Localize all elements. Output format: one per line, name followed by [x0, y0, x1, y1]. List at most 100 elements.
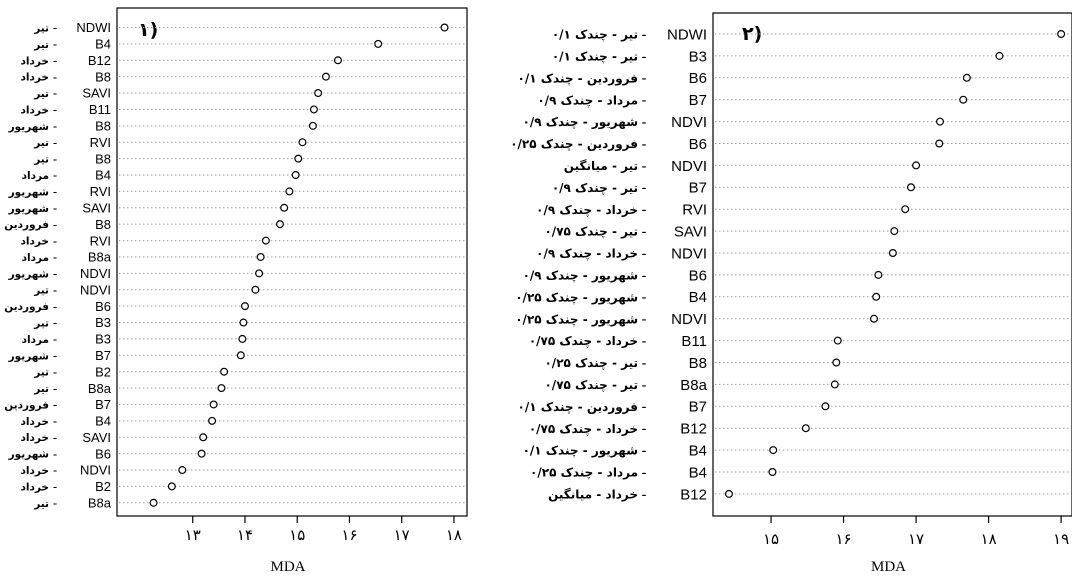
label-dash: -: [642, 399, 647, 416]
date-label: شهریور: [8, 186, 49, 198]
label-dash: -: [642, 333, 647, 350]
data-point: [374, 39, 383, 48]
variable-label: NDVI: [80, 463, 111, 478]
variable-label: B2: [95, 479, 111, 494]
date-label: فروردین - چندک ۰/۱: [518, 400, 638, 415]
data-point: [801, 424, 810, 433]
label-dash: -: [53, 184, 57, 199]
label-dash: -: [642, 289, 647, 306]
data-point: [870, 314, 879, 323]
data-point: [769, 446, 778, 455]
x-tick-label: ۱۸: [446, 526, 462, 544]
variable-label: NDVI: [671, 311, 707, 328]
variable-label: B8: [95, 151, 111, 166]
data-point: [197, 449, 206, 458]
date-label: تیر - چندک ۰/۷۵: [544, 225, 638, 239]
date-label: تیر: [33, 367, 49, 379]
variable-label: B7: [689, 399, 707, 416]
data-point: [261, 236, 270, 245]
data-point: [888, 249, 897, 258]
variable-label: B11: [89, 102, 111, 117]
variable-label: B4: [689, 443, 707, 460]
variable-label: B8a: [88, 495, 112, 510]
variable-label: B6: [95, 299, 111, 314]
date-label: خرداد - میانگین: [548, 487, 638, 501]
date-label: شهریور - چندک ۰/۹: [523, 268, 638, 283]
label-dash: -: [53, 250, 57, 265]
label-dash: -: [53, 463, 57, 478]
data-point: [285, 187, 294, 196]
variable-label: B7: [95, 348, 111, 363]
chart-panel-1: ۱)NDWI-تیرB4-تیرB12-خردادB8-خردادSAVI-تی…: [4, 7, 468, 575]
data-point: [167, 482, 176, 491]
data-point: [906, 183, 915, 192]
label-dash: -: [53, 446, 57, 461]
data-point: [178, 466, 187, 475]
variable-label: B4: [95, 37, 111, 52]
data-point: [724, 489, 733, 498]
date-label: مرداد - چندک ۰/۲۵: [530, 466, 638, 480]
label-dash: -: [642, 421, 647, 438]
date-label: شهریور: [8, 203, 49, 215]
variable-label: B11: [681, 333, 707, 350]
label-dash: -: [53, 20, 57, 35]
label-dash: -: [53, 69, 57, 84]
x-tick-label: ۱۶: [341, 526, 357, 544]
variable-label: B8a: [88, 250, 112, 265]
label-dash: -: [642, 136, 647, 153]
variable-label: RVI: [90, 135, 111, 150]
date-label: تیر: [33, 137, 49, 149]
x-tick-label: ۱۷: [394, 526, 410, 544]
variable-label: B12: [680, 421, 707, 438]
label-dash: -: [53, 495, 57, 510]
label-dash: -: [53, 266, 57, 281]
label-dash: -: [53, 282, 57, 297]
data-point: [768, 468, 777, 477]
variable-label: B6: [689, 70, 707, 87]
data-point: [901, 205, 910, 214]
label-dash: -: [53, 479, 57, 494]
data-point: [298, 138, 307, 147]
date-label: خرداد: [21, 416, 49, 428]
date-label: تیر - چندک ۰/۱: [552, 49, 638, 63]
label-dash: -: [53, 430, 57, 445]
data-point: [149, 498, 158, 507]
date-label: شهریور - چندک ۰/۲۵: [515, 290, 638, 305]
x-tick-label: ۱۶: [835, 530, 851, 548]
date-label: شهریور - چندک ۰/۹: [523, 115, 638, 130]
label-dash: -: [53, 348, 57, 363]
variable-label: B8a: [680, 377, 707, 394]
variable-label: NDVI: [671, 158, 707, 175]
date-label: مرداد: [22, 252, 49, 264]
label-dash: -: [53, 381, 57, 396]
date-label: خرداد: [21, 236, 49, 248]
variable-label: B6: [689, 267, 707, 284]
variable-label: SAVI: [82, 430, 111, 445]
data-point: [872, 292, 881, 301]
variable-label: B2: [95, 364, 111, 379]
date-label: خرداد - چندک ۰/۹: [536, 247, 638, 261]
data-point: [962, 73, 971, 82]
x-axis-title: MDA: [871, 559, 906, 575]
data-point: [251, 285, 260, 294]
date-label: مرداد: [22, 170, 49, 182]
data-point: [308, 121, 317, 130]
date-label: تیر - میانگین: [564, 159, 638, 173]
data-point: [314, 89, 323, 98]
variable-label: B7: [689, 180, 707, 197]
data-point: [890, 227, 899, 236]
date-label: تیر - چندک ۰/۷۵: [544, 378, 638, 392]
date-label: فروردین - چندک ۰/۱: [518, 71, 638, 86]
data-point: [874, 270, 883, 279]
date-label: شهریور: [8, 350, 49, 362]
data-point: [912, 161, 921, 170]
date-label: تیر: [33, 498, 49, 510]
date-label: تیر: [33, 154, 49, 166]
date-label: خرداد - چندک ۰/۷۵: [529, 422, 638, 436]
date-label: خرداد: [21, 481, 49, 493]
label-dash: -: [53, 315, 57, 330]
data-point: [935, 139, 944, 148]
label-dash: -: [53, 151, 57, 166]
variable-label: B7: [95, 397, 111, 412]
